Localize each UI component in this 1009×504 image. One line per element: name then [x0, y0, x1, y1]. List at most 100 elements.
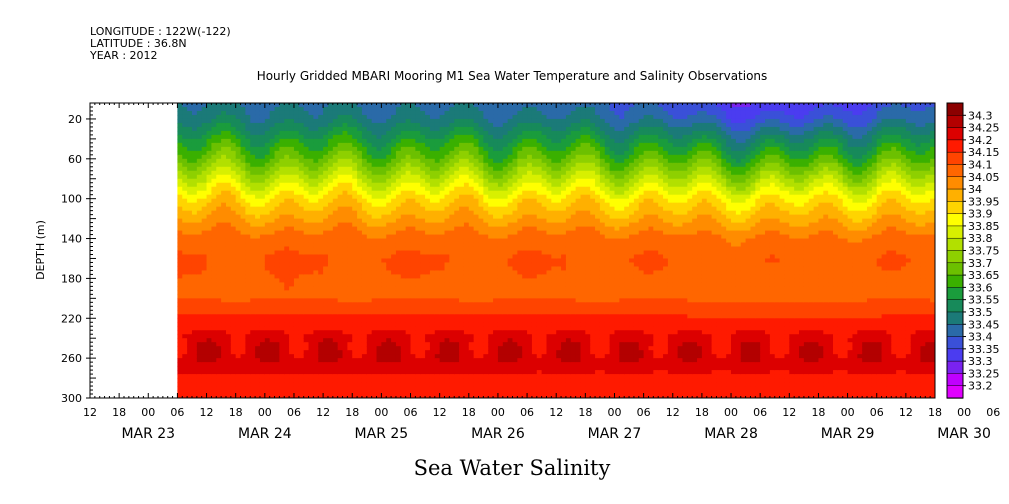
heatmap-cell [337, 154, 344, 160]
heatmap-cell [376, 202, 382, 208]
heatmap-cell [327, 254, 334, 260]
heatmap-cell [381, 266, 387, 272]
heatmap-cell [240, 214, 247, 220]
heatmap-cell [298, 174, 305, 180]
heatmap-cell [293, 390, 300, 395]
heatmap-cell [415, 258, 421, 264]
heatmap-cell [361, 314, 368, 319]
heatmap-cell [279, 202, 285, 208]
heatmap-cell [245, 214, 251, 220]
heatmap-cell [250, 134, 256, 140]
heatmap-cell [191, 302, 198, 307]
heatmap-cell [497, 114, 504, 120]
heatmap-cell [434, 366, 441, 371]
heatmap-cell [211, 186, 217, 192]
heatmap-cell [497, 374, 504, 379]
heatmap-cell [434, 298, 441, 303]
heatmap-cell [308, 298, 314, 303]
heatmap-cell [274, 350, 280, 355]
heatmap-cell [478, 182, 484, 188]
heatmap-cell [449, 278, 455, 283]
heatmap-cell [269, 246, 276, 252]
heatmap-cell [206, 186, 213, 192]
heatmap-cell [410, 222, 416, 228]
heatmap-cell [196, 362, 203, 367]
heatmap-cell [327, 306, 334, 311]
heatmap-cell [352, 374, 358, 379]
heatmap-cell [255, 254, 261, 260]
heatmap-cell [468, 294, 475, 299]
heatmap-cell [405, 206, 412, 212]
heatmap-cell [279, 226, 285, 232]
heatmap-cell [259, 122, 266, 128]
heatmap-cell [293, 298, 300, 303]
heatmap-cell [429, 338, 436, 343]
heatmap-cell [303, 294, 310, 299]
heatmap-cell [187, 154, 193, 160]
heatmap-cell [410, 110, 416, 116]
heatmap-cell [381, 138, 387, 144]
heatmap-cell [269, 250, 276, 256]
heatmap-cell [216, 378, 222, 383]
heatmap-cell [497, 110, 504, 116]
heatmap-cell [488, 298, 494, 303]
heatmap-cell [434, 274, 441, 280]
heatmap-cell [371, 262, 378, 268]
heatmap-cell [250, 194, 256, 200]
heatmap-cell [221, 238, 227, 244]
heatmap-cell [366, 198, 373, 204]
heatmap-cell [284, 354, 290, 359]
heatmap-cell [332, 370, 339, 375]
heatmap-cell [221, 170, 227, 176]
heatmap-cell [478, 138, 484, 144]
heatmap-cell [289, 174, 295, 180]
heatmap-cell [298, 250, 305, 256]
heatmap-cell [376, 178, 382, 184]
heatmap-cell [269, 266, 276, 272]
heatmap-cell [308, 310, 314, 315]
heatmap-cell [259, 166, 266, 172]
heatmap-cell [361, 198, 368, 204]
heatmap-cell [449, 178, 455, 184]
heatmap-cell [342, 366, 348, 371]
heatmap-cell [444, 182, 450, 188]
heatmap-cell [497, 242, 504, 248]
heatmap-cell [371, 150, 378, 156]
heatmap-cell [308, 246, 314, 252]
heatmap-cell [264, 282, 271, 287]
heatmap-cell [274, 386, 280, 391]
heatmap-cell [216, 134, 222, 140]
heatmap-cell [352, 218, 358, 224]
heatmap-cell [298, 266, 305, 272]
heatmap-cell [318, 226, 324, 232]
heatmap-cell [493, 314, 499, 319]
heatmap-cell [298, 346, 305, 351]
heatmap-cell [284, 306, 290, 311]
heatmap-cell [230, 270, 237, 276]
heatmap-cell [284, 242, 290, 248]
heatmap-cell [293, 290, 300, 295]
heatmap-cell [274, 222, 280, 228]
heatmap-cell [386, 338, 392, 343]
heatmap-cell [303, 142, 310, 148]
heatmap-cell [425, 103, 431, 108]
heatmap-cell [483, 274, 489, 280]
heatmap-cell [429, 342, 436, 347]
heatmap-cell [259, 202, 266, 208]
heatmap-cell [361, 274, 368, 280]
heatmap-cell [196, 378, 203, 383]
heatmap-cell [468, 386, 475, 391]
heatmap-cell [361, 258, 368, 264]
heatmap-cell [497, 166, 504, 172]
heatmap-cell [395, 170, 402, 176]
heatmap-cell [221, 310, 227, 315]
heatmap-cell [323, 118, 329, 124]
heatmap-cell [196, 122, 203, 128]
heatmap-cell [313, 342, 319, 347]
heatmap-cell [352, 194, 358, 200]
heatmap-cell [371, 286, 378, 291]
heatmap-cell [235, 362, 242, 367]
heatmap-cell [361, 178, 368, 184]
heatmap-cell [395, 294, 402, 299]
heatmap-cell [182, 226, 188, 232]
